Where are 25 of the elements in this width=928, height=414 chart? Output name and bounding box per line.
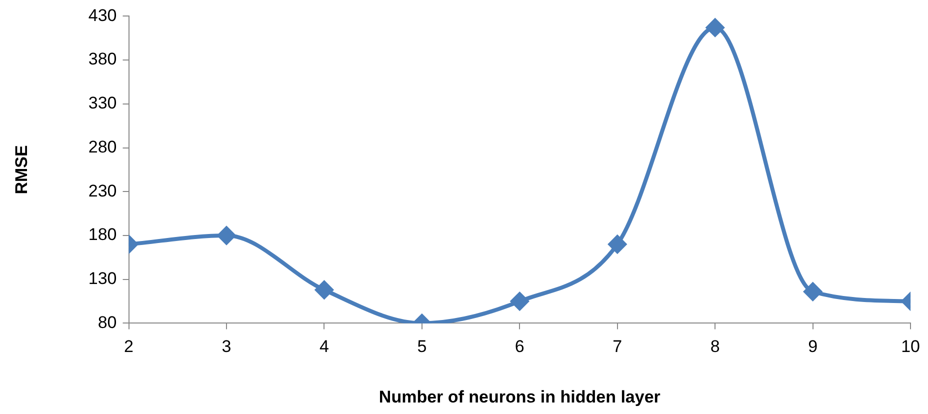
point bbox=[315, 280, 334, 299]
x-tick-label: 3 bbox=[222, 337, 232, 356]
y-tick-label: 230 bbox=[88, 181, 117, 200]
x-tick-label: 4 bbox=[319, 337, 329, 356]
x-tick-label: 7 bbox=[612, 337, 622, 356]
y-tick-label: 180 bbox=[88, 225, 117, 244]
y-tick-label: 330 bbox=[88, 94, 117, 113]
y-tick-label: 280 bbox=[88, 137, 117, 156]
y-tick-label: 380 bbox=[88, 50, 117, 69]
x-tick-label: 9 bbox=[808, 337, 818, 356]
y-tick-label: 430 bbox=[88, 6, 117, 25]
x-tick-label: 2 bbox=[124, 337, 134, 356]
x-tick-label: 10 bbox=[901, 337, 920, 356]
point bbox=[217, 226, 236, 244]
x-axis-title: Number of neurons in hidden layer bbox=[378, 387, 661, 406]
y-tick-label: 130 bbox=[88, 269, 117, 288]
x-tick-label: 5 bbox=[417, 337, 427, 356]
point bbox=[804, 282, 822, 301]
x-tick-label: 8 bbox=[710, 337, 720, 356]
point bbox=[706, 18, 724, 37]
point bbox=[510, 292, 529, 310]
point bbox=[608, 235, 626, 254]
y-tick-label: 80 bbox=[98, 312, 117, 332]
y-axis-title: RMSE bbox=[12, 145, 31, 194]
x-tick-label: 6 bbox=[514, 337, 524, 356]
